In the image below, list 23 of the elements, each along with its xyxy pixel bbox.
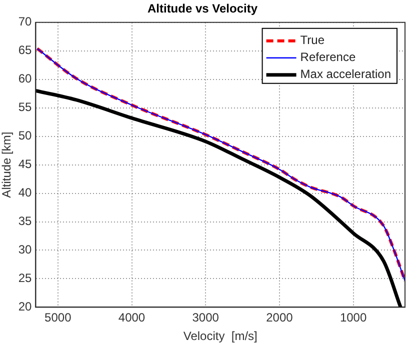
x-tick-label: 1000 <box>340 310 367 325</box>
y-tick-label: 55 <box>18 100 32 114</box>
x-tick-label: 5000 <box>44 310 72 325</box>
y-tick-label: 45 <box>18 157 32 172</box>
y-tick-label: 50 <box>18 128 32 143</box>
y-tick-label: 35 <box>18 214 32 228</box>
y-tick-label: 20 <box>18 300 32 314</box>
chart-title: Altitude vs Velocity <box>147 2 258 16</box>
x-axis-title: Velocity [m/s] <box>183 329 258 344</box>
y-tick-label: 65 <box>18 43 32 58</box>
line-series <box>36 89 402 308</box>
legend-label: True <box>300 33 325 48</box>
x-tick-label: 2000 <box>266 310 294 325</box>
y-axis-title: Altitude [km] <box>0 132 14 198</box>
legend-label: Max acceleration <box>300 67 392 82</box>
y-tick-label: 60 <box>18 72 32 86</box>
y-tick-label: 25 <box>18 271 32 286</box>
y-tick-label: 30 <box>18 242 32 257</box>
x-tick-label: 3000 <box>192 310 220 325</box>
legend-label: Reference <box>300 50 356 64</box>
y-tick-label: 70 <box>18 14 32 29</box>
y-tick-label: 40 <box>18 186 32 200</box>
x-tick-label: 4000 <box>118 310 146 325</box>
